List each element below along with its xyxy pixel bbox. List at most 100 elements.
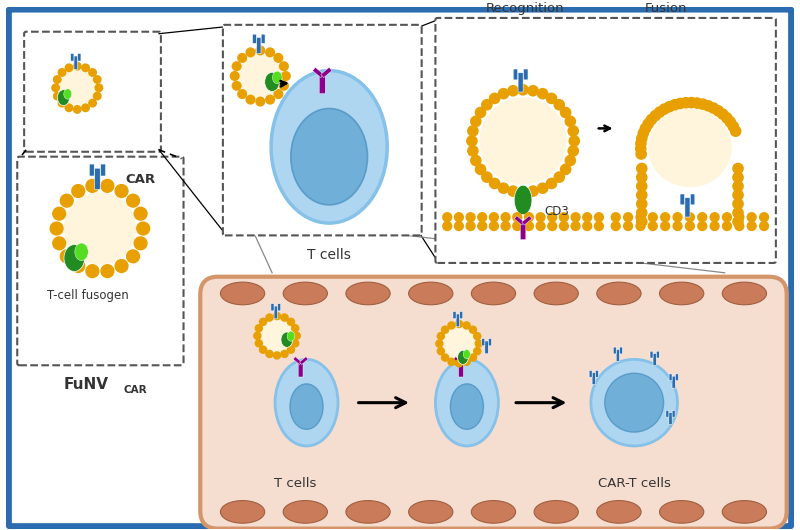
Circle shape (728, 121, 738, 131)
Polygon shape (299, 357, 308, 365)
Circle shape (637, 181, 647, 191)
Text: Recognition: Recognition (486, 2, 564, 15)
Circle shape (518, 85, 528, 95)
Text: T-cell fusogen: T-cell fusogen (47, 289, 129, 302)
Circle shape (637, 208, 647, 218)
Circle shape (636, 213, 645, 222)
Circle shape (710, 222, 719, 231)
Circle shape (255, 340, 262, 347)
Circle shape (58, 69, 66, 76)
Circle shape (554, 172, 564, 182)
FancyBboxPatch shape (261, 34, 265, 43)
FancyBboxPatch shape (675, 374, 678, 381)
Circle shape (281, 350, 288, 357)
Circle shape (643, 119, 654, 129)
FancyBboxPatch shape (666, 410, 669, 417)
Circle shape (463, 322, 470, 329)
FancyBboxPatch shape (90, 164, 94, 176)
Circle shape (735, 213, 744, 222)
Circle shape (470, 116, 481, 127)
Circle shape (254, 332, 261, 339)
Circle shape (636, 149, 646, 159)
Circle shape (650, 111, 661, 121)
Text: Fusion: Fusion (645, 2, 687, 15)
Text: CAR: CAR (123, 385, 146, 395)
Circle shape (760, 213, 769, 222)
Circle shape (86, 180, 98, 192)
Circle shape (594, 213, 603, 222)
Circle shape (698, 99, 708, 109)
FancyBboxPatch shape (619, 347, 622, 354)
FancyBboxPatch shape (650, 351, 653, 358)
FancyBboxPatch shape (482, 339, 485, 346)
Circle shape (94, 92, 101, 100)
Circle shape (86, 265, 98, 278)
Ellipse shape (597, 500, 641, 523)
Ellipse shape (534, 500, 578, 523)
Ellipse shape (58, 90, 70, 105)
Circle shape (474, 348, 481, 355)
Circle shape (454, 222, 463, 231)
Circle shape (246, 95, 255, 104)
Circle shape (568, 126, 578, 136)
Circle shape (698, 222, 706, 231)
Circle shape (60, 195, 73, 207)
FancyBboxPatch shape (669, 412, 672, 425)
Circle shape (624, 213, 633, 222)
Circle shape (659, 104, 670, 114)
Circle shape (475, 164, 486, 174)
Polygon shape (293, 357, 302, 365)
Ellipse shape (471, 282, 516, 305)
Circle shape (490, 213, 498, 222)
Ellipse shape (290, 109, 367, 205)
Circle shape (246, 48, 255, 57)
Text: CAR-T cells: CAR-T cells (598, 477, 670, 490)
Circle shape (490, 93, 500, 103)
Circle shape (53, 237, 66, 250)
Circle shape (637, 190, 647, 200)
Circle shape (568, 146, 578, 156)
Circle shape (733, 190, 743, 200)
Circle shape (474, 332, 481, 340)
Circle shape (470, 155, 481, 166)
Circle shape (115, 260, 128, 272)
FancyBboxPatch shape (74, 56, 78, 69)
Circle shape (735, 222, 744, 231)
Circle shape (536, 213, 545, 222)
Circle shape (470, 326, 477, 333)
Circle shape (673, 222, 682, 231)
Circle shape (646, 114, 657, 125)
Ellipse shape (450, 384, 483, 429)
Circle shape (282, 72, 290, 81)
Ellipse shape (514, 185, 532, 215)
Circle shape (482, 100, 492, 110)
Circle shape (482, 172, 492, 182)
Ellipse shape (471, 500, 516, 523)
Circle shape (232, 82, 241, 90)
Circle shape (518, 187, 528, 197)
Circle shape (74, 105, 81, 113)
Circle shape (559, 213, 568, 222)
Circle shape (442, 354, 449, 361)
FancyBboxPatch shape (518, 73, 523, 92)
Circle shape (101, 180, 114, 192)
Circle shape (66, 104, 73, 111)
Circle shape (266, 95, 274, 104)
Circle shape (640, 123, 650, 134)
FancyBboxPatch shape (672, 410, 675, 417)
Circle shape (686, 98, 697, 108)
Circle shape (686, 213, 694, 222)
FancyBboxPatch shape (458, 363, 463, 377)
Circle shape (455, 360, 462, 367)
Circle shape (713, 105, 723, 116)
Circle shape (513, 222, 522, 231)
Circle shape (675, 99, 686, 109)
Circle shape (637, 199, 647, 209)
Circle shape (255, 325, 262, 332)
Circle shape (50, 222, 63, 235)
Circle shape (89, 69, 96, 76)
Circle shape (548, 222, 557, 231)
Ellipse shape (221, 500, 265, 523)
Circle shape (566, 155, 575, 166)
Circle shape (571, 213, 580, 222)
